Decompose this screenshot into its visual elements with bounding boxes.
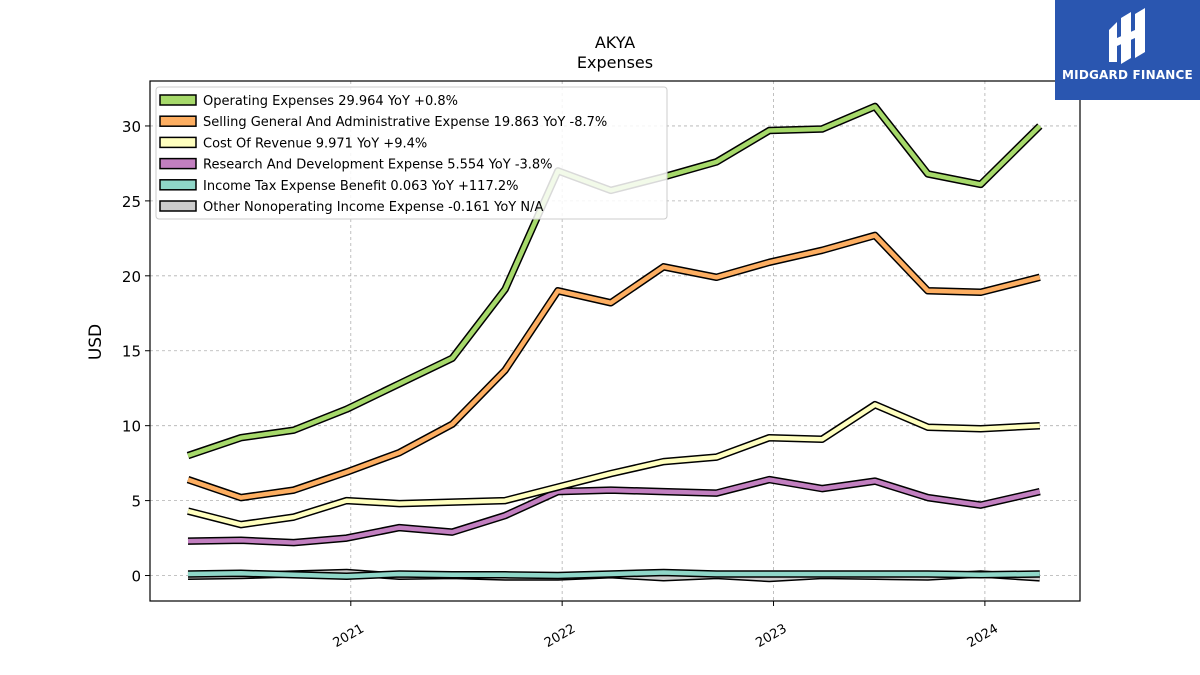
y-tick-label: 30 [122,118,141,136]
x-tick-label: 2023 [753,621,789,651]
series-1 [186,231,1041,502]
legend-item: Selling General And Administrative Expen… [159,115,607,130]
y-tick-label: 0 [131,568,141,586]
y-tick-label: 15 [122,343,141,361]
legend-label: Cost Of Revenue 9.971 YoY +9.4% [203,136,427,151]
legend-label: Operating Expenses 29.964 YoY +0.8% [203,94,458,109]
series-line [187,233,1041,500]
chart-subtitle: Expenses [577,53,653,72]
legend-swatch [159,157,197,170]
legend-swatch [159,200,197,212]
brand-logo: MIDGARD FINANCE [1055,0,1200,100]
legend-item: Operating Expenses 29.964 YoY +0.8% [159,94,458,109]
series-lines [186,102,1043,583]
legend-item: Income Tax Expense Benefit 0.063 YoY +11… [159,179,518,194]
y-tick-label: 10 [122,418,141,436]
x-axis-ticks: 2021 2022 2023 2024 [331,601,1001,651]
legend-item: Cost Of Revenue 9.971 YoY +9.4% [159,136,427,151]
legend-item: Other Nonoperating Income Expense -0.161… [159,200,543,215]
legend-label: Income Tax Expense Benefit 0.063 YoY +11… [203,179,518,194]
y-axis-ticks: 0 5 10 15 20 25 30 [122,118,150,586]
y-axis-label: USD [86,324,106,360]
legend-swatch [159,179,197,191]
series-line [187,570,1040,579]
y-tick-label: 25 [122,193,141,211]
plot-area-frame [149,80,1081,602]
x-tick-label: 2021 [331,621,367,651]
legend-label: Other Nonoperating Income Expense -0.161… [203,200,543,215]
brand-name: MIDGARD FINANCE [1062,68,1193,82]
series-2 [187,400,1040,529]
y-tick-label: 20 [122,268,141,286]
y-tick-label: 5 [131,493,141,511]
series-4 [187,568,1040,581]
legend: Operating Expenses 29.964 YoY +0.8% Selli… [155,86,668,220]
legend-item: Research And Development Expense 5.554 Y… [159,157,553,173]
series-line [187,477,1041,545]
legend-swatch [159,94,197,106]
legend-swatch [159,136,197,149]
legend-label: Selling General And Administrative Expen… [203,115,607,130]
x-tick-label: 2022 [542,621,578,651]
legend-label: Research And Development Expense 5.554 Y… [203,158,553,173]
legend-swatch [159,115,197,127]
series-3 [187,475,1041,547]
legend-box [155,86,668,220]
brand-mark-icon [1109,8,1145,64]
x-tick-label: 2024 [965,621,1001,651]
chart-title: AKYA [595,33,635,52]
series-line [187,402,1040,527]
